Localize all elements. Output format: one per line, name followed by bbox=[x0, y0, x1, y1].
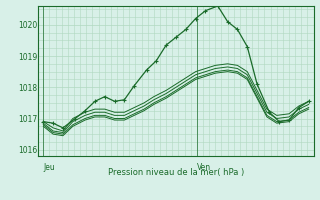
Text: Ven: Ven bbox=[197, 163, 211, 172]
X-axis label: Pression niveau de la mer( hPa ): Pression niveau de la mer( hPa ) bbox=[108, 168, 244, 178]
Text: Jeu: Jeu bbox=[43, 163, 55, 172]
